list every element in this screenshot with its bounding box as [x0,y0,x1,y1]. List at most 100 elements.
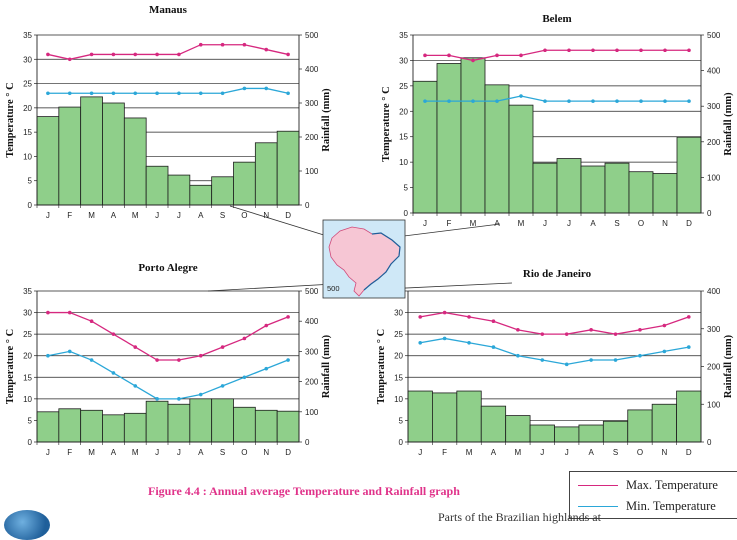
y-tick-label: 5 [404,184,409,193]
rainfall-bar [407,390,433,443]
rainfall-bar [189,398,213,443]
max-temp-point [519,53,523,58]
x-tick-label: N [661,448,667,457]
y2-tick-label: 400 [707,287,721,296]
y-tick-label: 10 [23,152,32,161]
rainfall-bar [651,403,677,443]
y2-tick-label: 300 [305,99,319,108]
rainfall-bar [276,130,300,206]
y-tick-label: 20 [23,352,32,361]
max-temp-point [615,48,619,53]
rainfall-bar [529,424,555,443]
rainfall-bar [123,117,147,206]
max-temp-point [686,315,691,319]
rainfall-bar [676,136,702,214]
rainfall-bar [211,176,234,206]
min-temp-point [155,91,159,96]
min-temp-point [286,91,290,96]
rainfall-bar [532,162,558,214]
max-temp-point [613,332,618,336]
belem-ylabel: Temperature ° C [381,86,392,161]
max-temp-point [286,52,290,57]
porto-alegre-chart: Porto Alegre 0 5 10 15 20 25 30 35 0 100 200 300 400 5… [5,262,332,457]
min-temp-point [111,371,116,375]
y-tick-label: 10 [394,395,403,404]
legend-max-label: Max. Temperature [626,477,718,492]
min-temp-line [420,337,689,366]
max-temp-point [687,48,691,53]
rio-de-janeiro-chart: Rio de Janeiro05101520253035010020030040… [376,268,734,457]
y2-tick-label: 0 [707,209,712,218]
x-tick-label: M [466,448,473,457]
rainfall-bar [432,392,458,443]
x-tick-label: D [285,211,291,220]
min-temp-line [47,350,289,400]
min-temp-point [286,358,290,362]
max-temp-point [591,48,595,53]
figure-caption: Figure 4.4 : Annual average Temperature … [148,484,460,498]
y2-tick-label: 100 [305,408,319,417]
map-coastline [363,232,401,291]
min-temp-point [198,91,203,96]
max-temp-point [67,310,72,315]
y2-tick-label: 300 [707,325,721,334]
min-temp-point [516,353,520,358]
y-tick-label: 35 [399,31,408,40]
rainfall-bar [145,165,169,206]
y2-tick-label: 100 [707,173,721,182]
min-temp-point [133,384,138,388]
max-temp-point [662,323,667,328]
rainfall-bar [189,184,213,206]
max-temp-point [638,328,642,332]
x-tick-label: J [567,219,571,228]
y-tick-label: 0 [28,201,33,210]
manaus-y2label: Rainfall (mm) [321,88,332,152]
rainfall-bar [254,409,278,443]
max-temp-point [447,53,451,58]
x-tick-label: A [111,211,117,220]
max-temp-point [111,332,116,336]
y-tick-label: 15 [23,128,32,137]
x-tick-label: J [565,448,569,457]
max-temp-point [516,328,520,332]
y-tick-label: 30 [399,56,408,65]
min-temp-point [495,99,499,103]
porto-alegre-ylabel: Temperature ° C [5,329,16,404]
max-temp-point [155,358,159,362]
footer-text: Parts of the Brazilian highlands at [438,510,601,524]
x-tick-label: F [67,448,72,457]
x-tick-label: M [515,448,522,457]
x-tick-label: A [491,448,497,457]
y2-tick-label: 0 [305,438,310,447]
x-tick-label: J [540,448,544,457]
y-tick-label: 35 [23,31,32,40]
x-tick-label: M [132,448,139,457]
porto-alegre-title: Porto Alegre [138,262,197,274]
y-tick-label: 25 [394,330,403,339]
x-tick-label: M [518,219,525,228]
y2-tick-label: 300 [305,347,319,356]
x-tick-label: A [198,211,204,220]
min-temp-point [615,99,619,103]
min-temp-point [442,336,447,341]
min-temp-point [540,358,545,362]
map-inset-label: 500 [327,284,340,293]
rainfall-bar [102,414,125,443]
max-temp-point [639,48,643,53]
rainfall-bar [480,405,507,443]
legend-min-swatch [578,505,618,507]
x-tick-label: N [662,219,668,228]
y-tick-label: 10 [399,158,408,167]
min-temp-point [242,86,247,91]
rainfall-bar [80,96,103,206]
min-temp-point [242,375,247,380]
y-tick-label: 15 [394,373,403,382]
rainfall-bar [36,411,60,443]
rainfall-bar [436,63,462,214]
x-tick-label: A [588,448,594,457]
max-temp-point [543,48,547,53]
x-tick-label: F [442,448,447,457]
y-tick-label: 20 [23,104,32,113]
y2-tick-label: 200 [707,363,721,372]
y-tick-label: 25 [23,330,32,339]
